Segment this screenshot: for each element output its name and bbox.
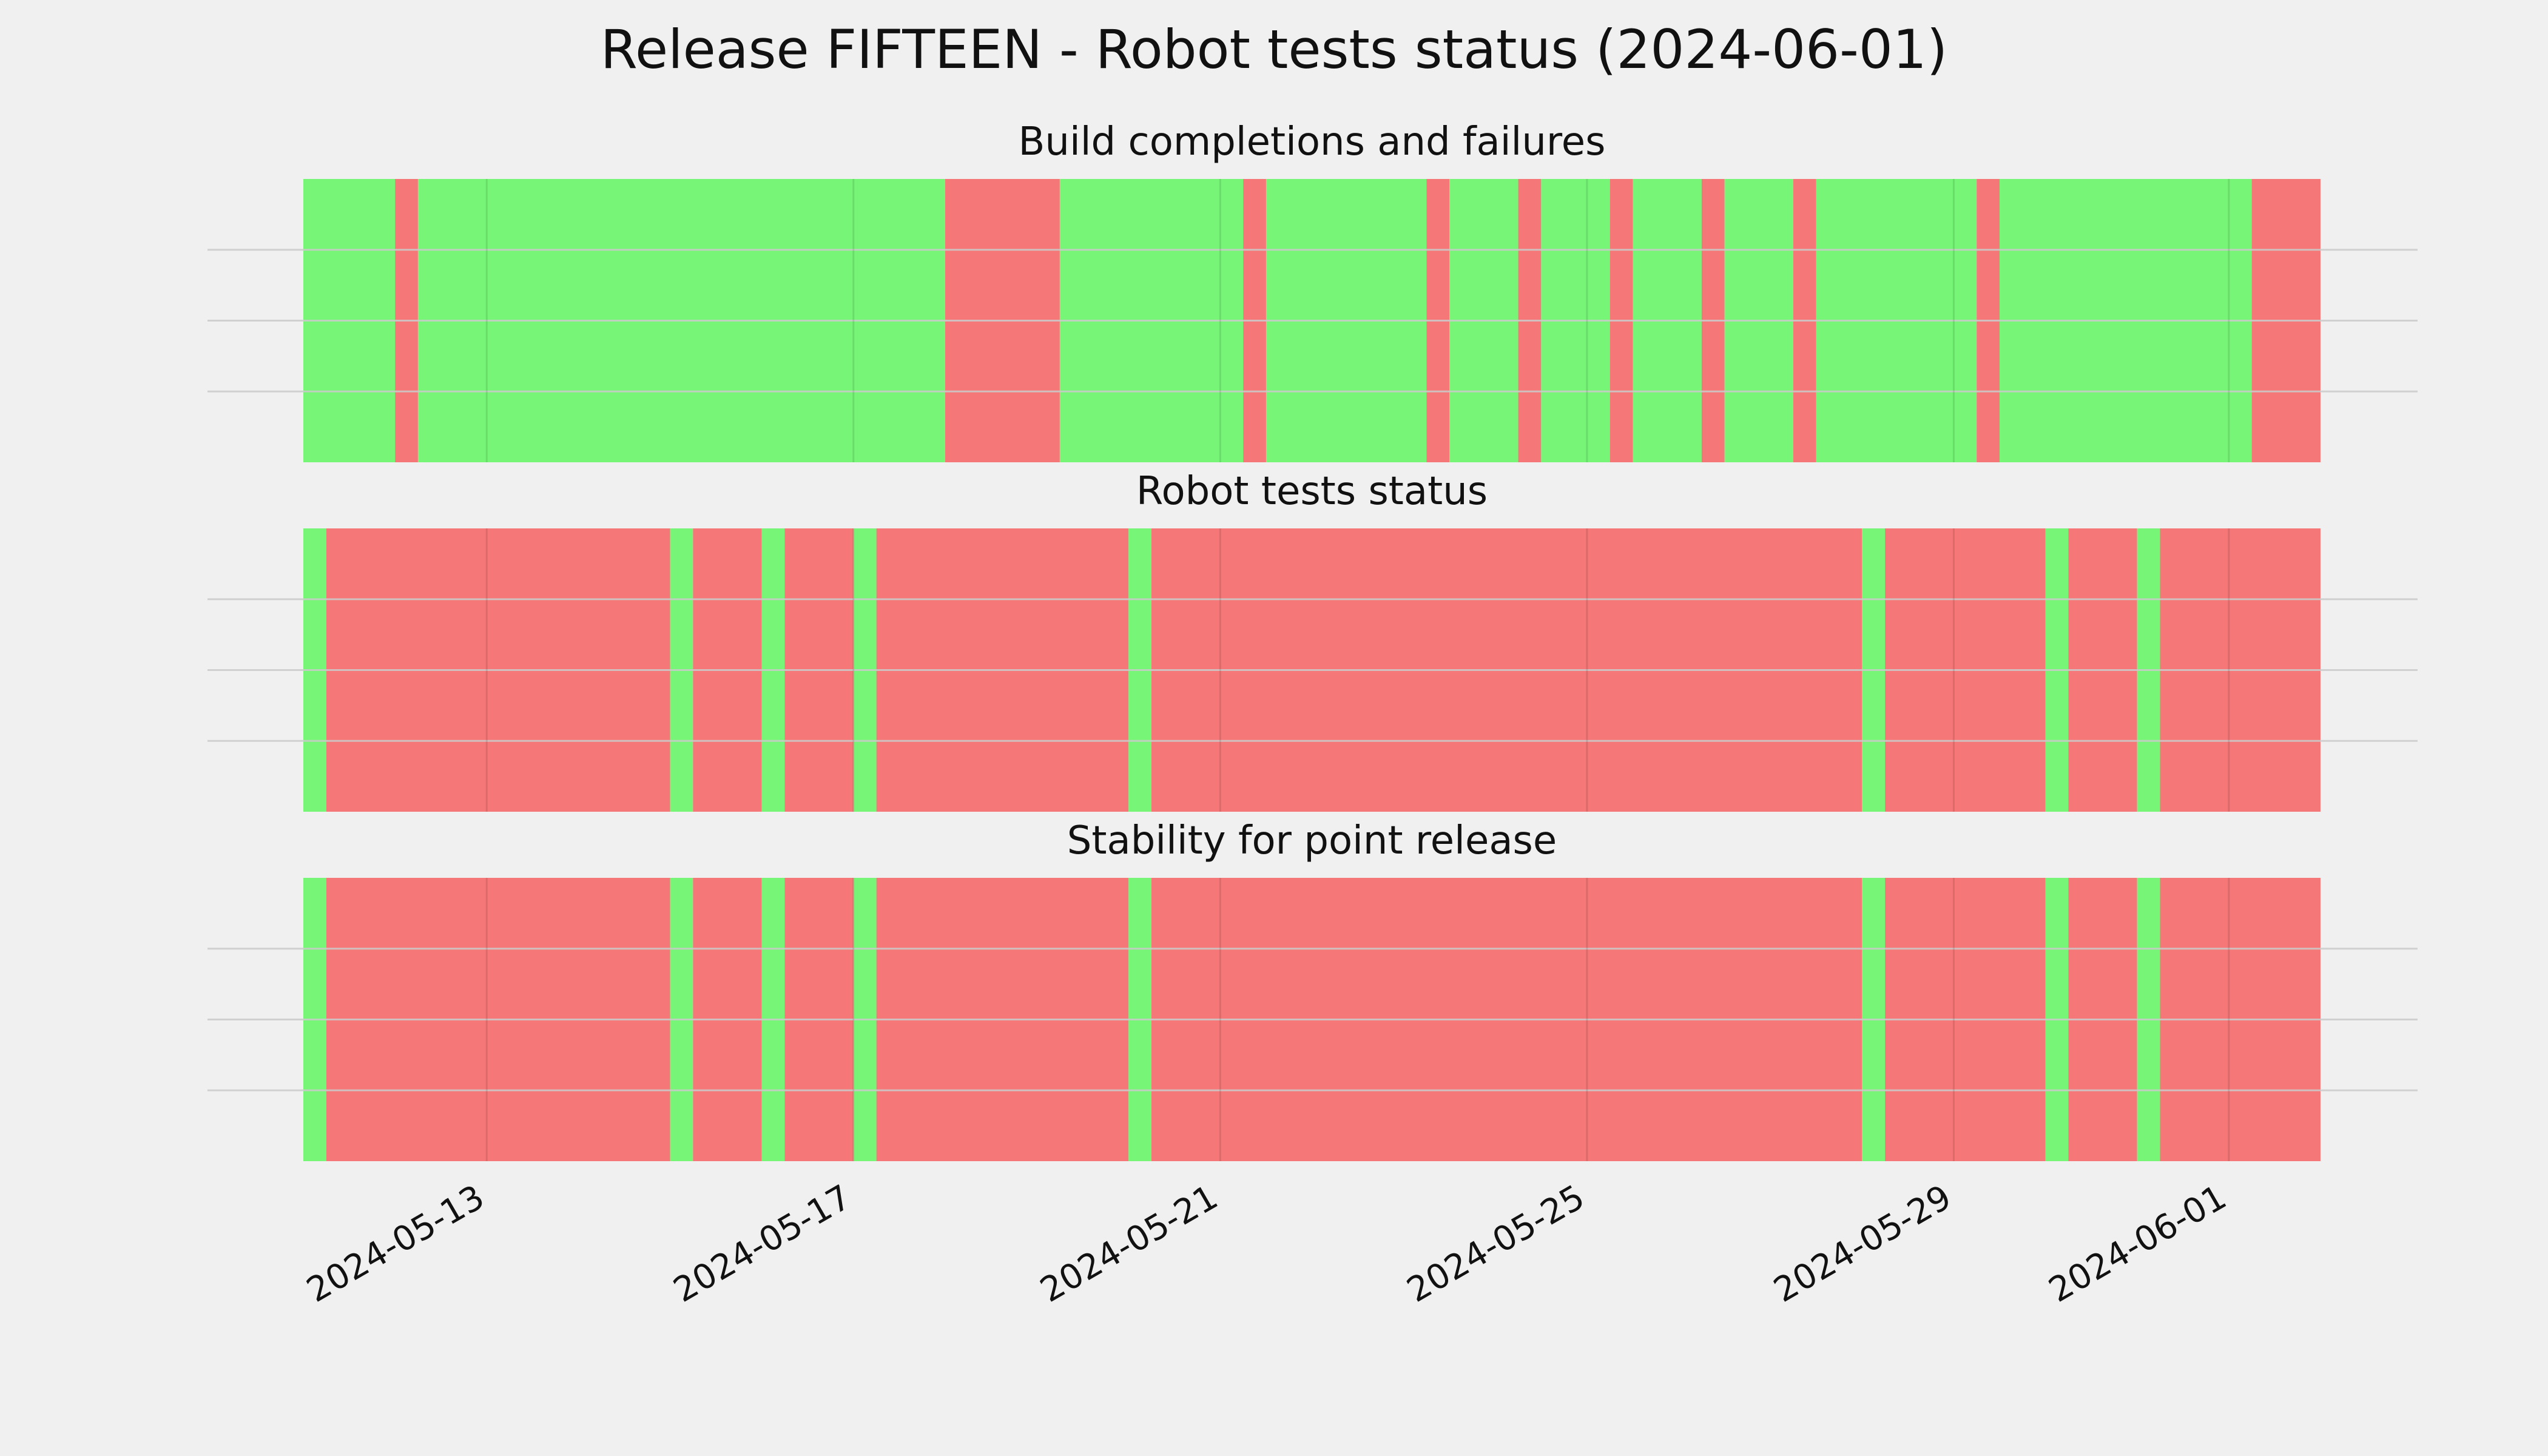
panel-title: Stability for point release <box>1067 818 1557 863</box>
chart-title: Release FIFTEEN - Robot tests status (20… <box>600 18 1948 81</box>
x-tick-label: 2024-05-21 <box>1034 1178 1224 1310</box>
x-tick-label: 2024-05-17 <box>667 1178 857 1310</box>
x-tick-label: 2024-05-29 <box>1767 1178 1958 1310</box>
x-tick-label: 2024-06-01 <box>2043 1178 2233 1310</box>
x-tick-label: 2024-05-13 <box>300 1178 491 1310</box>
panel-title: Robot tests status <box>1136 469 1488 514</box>
panel-title: Build completions and failures <box>1019 120 1606 164</box>
x-tick-label: 2024-05-25 <box>1401 1178 1591 1310</box>
